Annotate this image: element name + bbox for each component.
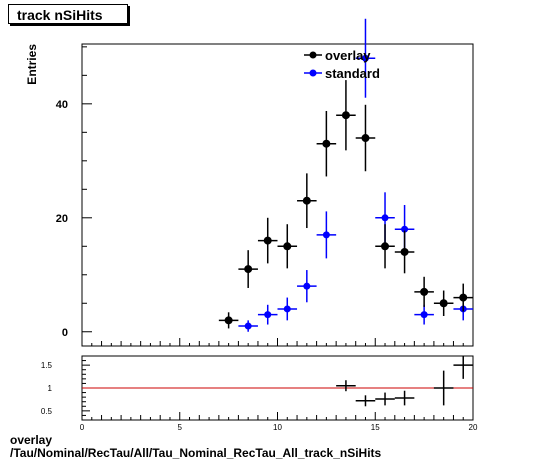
- main-y-tick-label: 20: [56, 213, 68, 225]
- data-point: [381, 214, 389, 222]
- data-point: [264, 311, 272, 319]
- ratio-x-tick-label: 0: [80, 423, 85, 432]
- data-point: [302, 196, 311, 205]
- ratio-x-tick-label: 5: [178, 423, 183, 432]
- footer-caption-line1: overlay: [10, 433, 53, 447]
- data-point: [224, 316, 233, 325]
- data-point: [244, 322, 252, 330]
- data-point: [420, 311, 428, 319]
- data-point: [283, 305, 291, 313]
- data-point: [439, 299, 448, 308]
- legend-marker: [309, 51, 317, 59]
- histogram-title: track nSiHits: [8, 4, 128, 24]
- data-point: [341, 111, 350, 120]
- legend-label: standard: [325, 66, 380, 81]
- legend-label: overlay: [325, 48, 371, 63]
- data-point: [322, 139, 331, 148]
- ratio-y-tick-label: 1: [48, 384, 53, 393]
- ratio-x-tick-label: 10: [273, 423, 282, 432]
- data-point: [322, 231, 330, 239]
- legend-marker: [309, 69, 317, 77]
- data-point: [263, 236, 272, 245]
- ratio-x-tick-label: 15: [371, 423, 380, 432]
- data-point: [283, 242, 292, 251]
- data-point: [401, 225, 409, 233]
- footer-caption-line2: /Tau/Nominal/RecTau/All/Tau_Nominal_RecT…: [10, 446, 382, 460]
- ratio-y-tick-label: 1.5: [41, 361, 53, 370]
- data-point: [361, 134, 370, 143]
- ratio-x-tick-label: 20: [469, 423, 478, 432]
- data-point: [459, 293, 468, 302]
- main-plot-frame: [81, 43, 474, 347]
- data-point: [303, 282, 311, 290]
- data-point: [361, 54, 369, 62]
- data-point: [381, 242, 390, 251]
- data-point: [400, 247, 409, 256]
- ratio-y-tick-label: 0.5: [41, 407, 53, 416]
- main-y-tick-label: 40: [56, 99, 68, 111]
- main-y-axis-label: Entries: [25, 44, 39, 85]
- data-point: [420, 287, 429, 296]
- main-y-tick-label: 0: [62, 327, 68, 339]
- data-point: [244, 265, 253, 274]
